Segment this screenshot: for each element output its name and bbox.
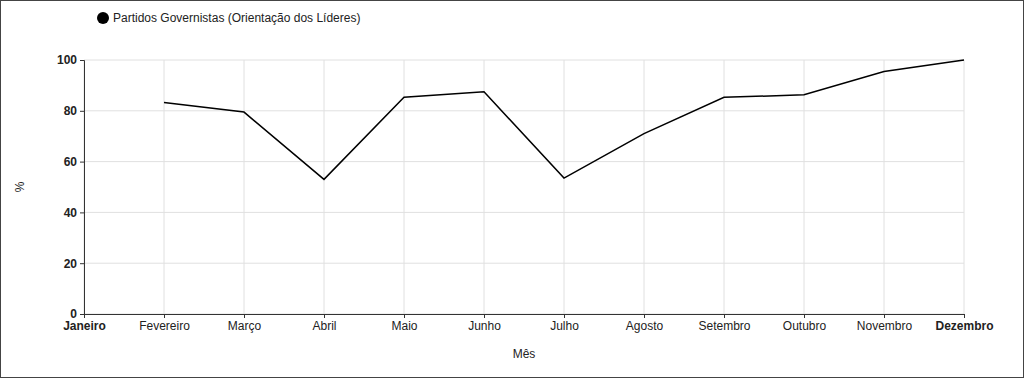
grid-line — [324, 60, 325, 314]
grid-line — [84, 161, 964, 162]
x-tick-label: Agosto — [626, 319, 664, 333]
x-tick-label: Setembro — [698, 319, 750, 333]
x-tick-mark — [324, 314, 325, 318]
y-tick-mark — [80, 111, 84, 112]
grid-line — [964, 60, 965, 314]
x-tick: Janeiro — [63, 314, 106, 333]
x-tick-label: Abril — [312, 319, 336, 333]
x-tick: Junho — [468, 314, 501, 333]
y-tick: 80 — [64, 104, 84, 118]
y-tick-label: 40 — [64, 206, 78, 220]
grid-line — [84, 263, 964, 264]
y-tick-label: 80 — [64, 104, 78, 118]
x-tick: Março — [228, 314, 262, 333]
x-tick-label: Fevereiro — [139, 319, 190, 333]
y-tick-mark — [80, 60, 84, 61]
x-tick: Dezembro — [935, 314, 993, 333]
x-tick: Outubro — [783, 314, 827, 333]
x-tick-label: Março — [228, 319, 262, 333]
x-tick-label: Novembro — [857, 319, 913, 333]
frame — [1, 1, 1024, 378]
x-tick-mark — [804, 314, 805, 318]
y-axis: 020406080100 — [57, 53, 85, 321]
y-tick-label: 100 — [57, 53, 77, 67]
x-tick: Fevereiro — [139, 314, 190, 333]
grid-line — [644, 60, 645, 314]
y-tick: 60 — [64, 155, 84, 169]
grid-line — [84, 60, 964, 61]
chart: 020406080100JaneiroFevereiroMarçoAbrilMa… — [0, 0, 1024, 378]
grid-line — [84, 212, 964, 213]
grid-line — [244, 60, 245, 314]
y-tick: 40 — [64, 206, 84, 220]
x-tick-mark — [884, 314, 885, 318]
x-tick-label: Dezembro — [935, 319, 993, 333]
legend-label: Partidos Governistas (Orientação dos Líd… — [113, 11, 360, 25]
x-tick: Novembro — [857, 314, 913, 333]
series-line — [164, 60, 964, 179]
y-tick: 100 — [57, 53, 84, 67]
x-tick-mark — [564, 314, 565, 318]
x-tick-label: Outubro — [783, 319, 827, 333]
x-tick: Agosto — [626, 314, 664, 333]
x-tick-mark — [724, 314, 725, 318]
legend: Partidos Governistas (Orientação dos Líd… — [97, 11, 360, 25]
x-tick-label: Janeiro — [63, 319, 106, 333]
y-tick-label: 20 — [64, 257, 78, 271]
x-tick-mark — [964, 314, 965, 318]
grid-line — [804, 60, 805, 314]
y-axis-title: % — [13, 181, 27, 192]
x-tick-label: Julho — [550, 319, 579, 333]
x-tick-mark — [84, 314, 85, 318]
x-tick: Julho — [550, 314, 579, 333]
y-axis-line — [80, 61, 85, 315]
x-tick-label: Maio — [391, 319, 417, 333]
x-tick-mark — [644, 314, 645, 318]
x-tick: Abril — [312, 314, 336, 333]
grid-line — [884, 60, 885, 314]
legend-marker — [97, 12, 109, 24]
grid-line — [484, 60, 485, 314]
grid-line — [164, 60, 165, 314]
x-axis: Janeiro Fevereiro Março Abril Maio Junho Julho… — [63, 314, 993, 333]
grid-line — [564, 60, 565, 314]
y-tick-label: 60 — [64, 155, 78, 169]
x-tick: Maio — [391, 314, 417, 333]
y-tick-mark — [80, 314, 84, 315]
x-tick-mark — [484, 314, 485, 318]
y-tick-mark — [80, 162, 84, 163]
x-tick: Setembro — [698, 314, 750, 333]
x-axis-line — [85, 315, 965, 319]
x-axis-title: Mês — [513, 347, 536, 361]
y-tick-mark — [80, 263, 84, 264]
plot-area — [164, 60, 964, 179]
x-tick-label: Junho — [468, 319, 501, 333]
y-tick-mark — [80, 212, 84, 213]
grid — [84, 60, 964, 314]
y-tick: 20 — [64, 257, 84, 271]
x-tick-mark — [404, 314, 405, 318]
x-tick-mark — [164, 314, 165, 318]
grid-line — [84, 110, 964, 111]
x-tick-mark — [244, 314, 245, 318]
